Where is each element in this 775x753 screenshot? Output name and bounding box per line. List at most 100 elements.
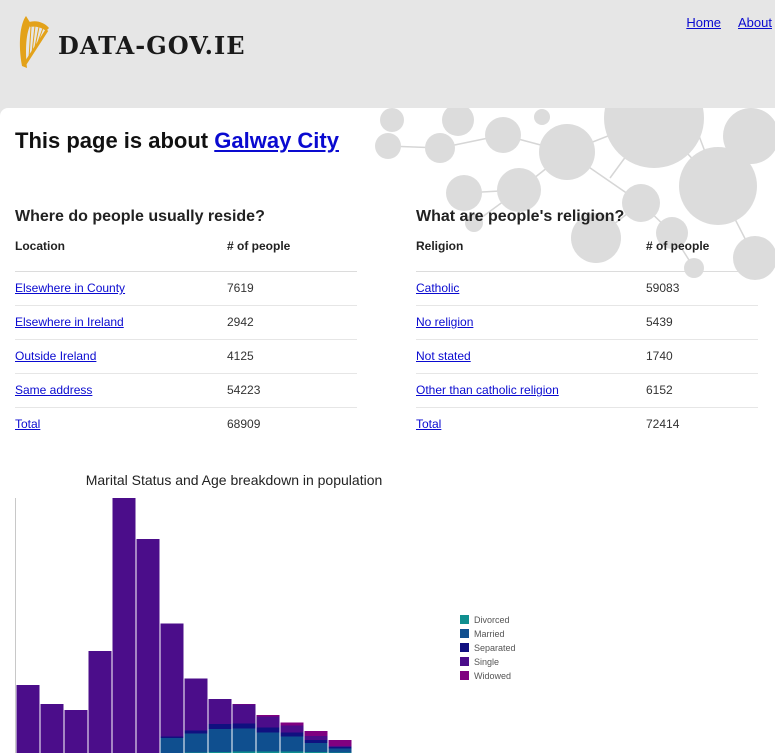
table-row: Other than catholic religion 6152 <box>416 373 758 408</box>
legend-item: Married <box>460 629 505 639</box>
bar-segment-single <box>256 716 280 728</box>
column-header-count: # of people <box>227 239 357 272</box>
bar-segment-widowed <box>304 731 328 736</box>
bar-segment-single <box>160 623 184 737</box>
chart-title: Marital Status and Age breakdown in popu… <box>86 472 383 488</box>
chart-legend: Divorced Married Separated Single Widowed <box>460 615 516 681</box>
table-header-row: Religion # of people <box>416 239 758 272</box>
legend-label: Single <box>474 657 499 667</box>
column-header-location: Location <box>15 239 227 272</box>
residence-value: 7619 <box>227 271 357 306</box>
column-header-count: # of people <box>646 239 758 272</box>
legend-label: Married <box>474 629 505 639</box>
legend-swatch <box>460 629 469 638</box>
religion-value: 6152 <box>646 373 758 408</box>
bar-segment-married <box>304 743 328 752</box>
column-header-religion: Religion <box>416 239 646 272</box>
bar-segment-single <box>184 678 208 731</box>
bar-segment-married <box>256 732 280 752</box>
religion-link[interactable]: Not stated <box>416 349 471 363</box>
residence-link[interactable]: Outside Ireland <box>15 349 97 363</box>
bar-segment-widowed <box>256 715 280 717</box>
bar-segment-widowed <box>232 704 256 705</box>
table-header-row: Location # of people <box>15 239 357 272</box>
religion-value: 5439 <box>646 305 758 340</box>
bar-segment-single <box>304 736 328 740</box>
logo-text: DATA-GOV.IE <box>58 30 246 60</box>
legend-item: Separated <box>460 643 516 653</box>
bar-segment-divorced <box>232 751 256 753</box>
bar-segment-married <box>184 733 208 753</box>
religion-total-value: 72414 <box>646 417 680 432</box>
residence-table: Location # of people Elsewhere in County… <box>15 239 357 441</box>
bar-segment-separated <box>256 727 280 733</box>
table-row: Same address 54223 <box>15 373 357 408</box>
bar-segment-separated <box>208 724 232 729</box>
table-row: Outside Ireland 4125 <box>15 339 357 374</box>
bar-segment-single <box>112 498 136 753</box>
chart-bars <box>16 498 352 753</box>
religion-value: 1740 <box>646 339 758 374</box>
bar-segment-widowed <box>328 740 352 746</box>
table-row: Catholic 59083 <box>416 271 758 306</box>
top-nav: Home About <box>686 15 772 30</box>
bar-segment-separated <box>280 732 304 737</box>
legend-item: Divorced <box>460 615 510 625</box>
bar-segment-single <box>40 704 64 753</box>
religion-total-link[interactable]: Total <box>416 417 442 432</box>
bar-segment-separated <box>328 747 352 749</box>
religion-link[interactable]: Other than catholic religion <box>416 383 559 397</box>
legend-item: Single <box>460 657 499 667</box>
site-logo[interactable]: DATA-GOV.IE <box>16 14 246 70</box>
bar-segment-married <box>328 748 352 753</box>
bar-segment-married <box>280 736 304 752</box>
harp-icon <box>19 16 49 68</box>
bar-segment-separated <box>232 723 256 729</box>
residence-value: 54223 <box>227 373 357 408</box>
bar-segment-single <box>232 704 256 724</box>
bar-segment-married <box>160 738 184 753</box>
bar-segment-separated <box>184 730 208 734</box>
bar-segment-widowed <box>280 722 304 726</box>
legend-label: Divorced <box>474 615 510 625</box>
bar-segment-separated <box>160 736 184 738</box>
residence-total-link[interactable]: Total <box>15 417 41 432</box>
legend-label: Separated <box>474 643 516 653</box>
nav-home-link[interactable]: Home <box>686 15 722 30</box>
page-title: This page is about Galway City <box>15 128 339 154</box>
legend-swatch <box>460 615 469 624</box>
table-row: Total 68909 <box>15 407 357 441</box>
nav-about-link[interactable]: About <box>738 15 772 30</box>
bar-segment-single <box>280 725 304 733</box>
bar-segment-married <box>208 729 232 752</box>
bar-segment-single <box>64 710 88 753</box>
residence-link[interactable]: Same address <box>15 383 93 397</box>
religion-value: 59083 <box>646 271 758 306</box>
residence-link[interactable]: Elsewhere in Ireland <box>15 315 124 329</box>
table-row: Total 72414 <box>416 407 758 441</box>
page-title-prefix: This page is about <box>15 128 209 153</box>
residence-value: 4125 <box>227 339 357 374</box>
legend-swatch <box>460 657 469 666</box>
legend-item: Widowed <box>460 671 511 681</box>
marital-age-chart: Marital Status and Age breakdown in popu… <box>15 472 516 753</box>
table-row: Elsewhere in Ireland 2942 <box>15 305 357 340</box>
table-row: Elsewhere in County 7619 <box>15 271 357 306</box>
bar-segment-single <box>328 746 352 747</box>
page-title-link[interactable]: Galway City <box>214 128 339 153</box>
table-row: No religion 5439 <box>416 305 758 340</box>
residence-total-value: 68909 <box>227 417 261 432</box>
bar-segment-separated <box>304 740 328 743</box>
bar-segment-married <box>232 728 256 752</box>
religion-section-title: What are people's religion? <box>416 208 625 225</box>
bar-segment-single <box>88 651 112 753</box>
residence-link[interactable]: Elsewhere in County <box>15 281 126 295</box>
legend-label: Widowed <box>474 671 511 681</box>
religion-link[interactable]: No religion <box>416 315 474 329</box>
residence-section-title: Where do people usually reside? <box>15 208 265 225</box>
legend-swatch <box>460 671 469 680</box>
bar-segment-single <box>208 699 232 724</box>
site-header: DATA-GOV.IE Home About <box>0 0 775 108</box>
religion-link[interactable]: Catholic <box>416 281 460 295</box>
bar-segment-divorced <box>256 751 280 753</box>
